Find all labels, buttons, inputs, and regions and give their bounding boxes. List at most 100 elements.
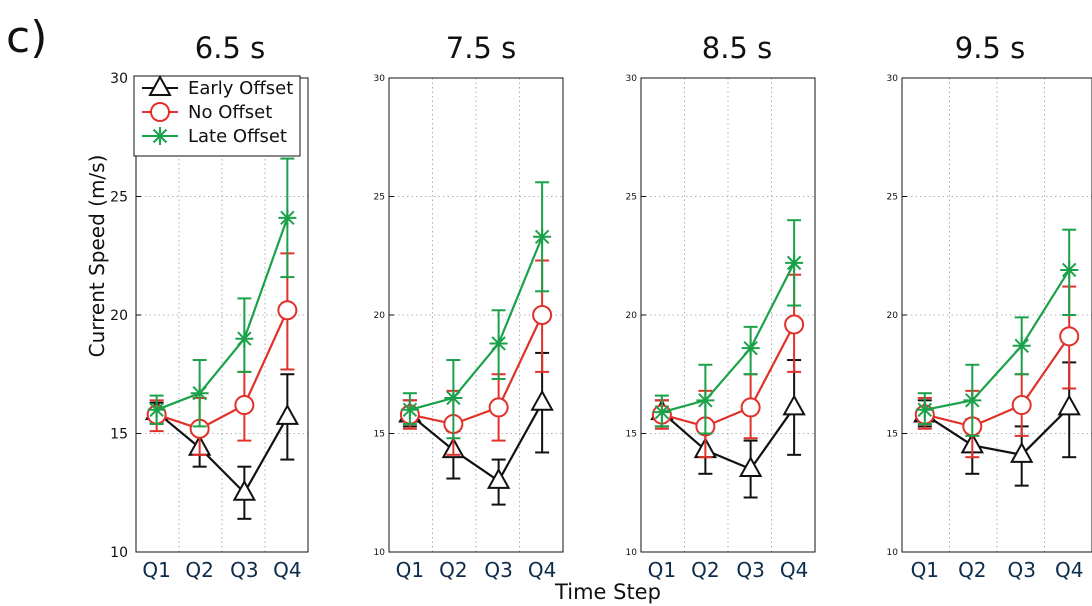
- y-tick-label: 20: [887, 311, 899, 321]
- data-point: [963, 391, 982, 410]
- data-point: [785, 253, 804, 272]
- y-tick-label: 20: [110, 308, 128, 324]
- data-point: [275, 403, 300, 425]
- panel-title: 7.5 s: [446, 31, 516, 65]
- data-point: [1060, 260, 1079, 279]
- y-tick-label: 25: [110, 190, 128, 206]
- data-point: [147, 400, 166, 419]
- series-line: [661, 406, 796, 471]
- series-line: [409, 314, 544, 426]
- data-point: [1057, 394, 1081, 416]
- data-point: [1011, 395, 1032, 416]
- shared-x-axis-label: Time Step: [554, 580, 661, 604]
- y-tick-label: 20: [626, 311, 638, 321]
- y-tick-label: 25: [374, 193, 385, 203]
- series-line: [924, 406, 1070, 457]
- x-tick-label: Q2: [439, 558, 467, 582]
- legend-marker: [148, 74, 172, 96]
- y-tick-label: 30: [626, 74, 638, 84]
- data-point: [488, 397, 509, 418]
- data-point: [741, 339, 760, 358]
- x-tick-label: Q3: [736, 558, 764, 582]
- legend-item: No Offset: [142, 102, 272, 123]
- y-tick-label: 30: [887, 74, 899, 84]
- series-late-offset: [915, 228, 1079, 437]
- legend-item: Late Offset: [142, 126, 287, 147]
- y-tick-label: 25: [626, 193, 637, 203]
- series-line: [661, 262, 796, 414]
- data-point: [234, 395, 255, 416]
- x-tick-label: Q4: [1055, 558, 1083, 582]
- x-tick-label: Q3: [484, 558, 512, 582]
- y-tick-label: 25: [887, 193, 898, 203]
- x-tick-label: Q2: [958, 558, 986, 582]
- x-tick-label: Q3: [1007, 558, 1035, 582]
- chart-panel-3: 8.5 s 10 15 20 25 30 Q1 Q2 Q3 Q4: [626, 31, 816, 582]
- data-point: [486, 467, 511, 489]
- legend-label: Late Offset: [188, 126, 287, 147]
- y-tick-label: 10: [626, 548, 638, 558]
- data-point: [1010, 441, 1034, 463]
- data-point: [400, 400, 419, 419]
- panels: 6.5 s 10 15 20 25 30 Q1 Q2 Q3 Q4 7.5 s 10 15 20 25 30 Q1…: [110, 31, 1092, 582]
- y-tick-label: 10: [374, 548, 386, 558]
- x-tick-label: Q4: [273, 558, 301, 582]
- panel-title: 8.5 s: [702, 31, 772, 65]
- legend-marker: [151, 127, 169, 145]
- data-point: [1012, 336, 1031, 355]
- data-point: [652, 403, 671, 422]
- legend: Early Offset No Offset Late Offset: [133, 74, 301, 157]
- chart-panel-2: 7.5 s 10 15 20 25 30 Q1 Q2 Q3 Q4: [374, 31, 564, 582]
- x-tick-label: Q4: [528, 558, 556, 582]
- data-point: [277, 300, 298, 321]
- series-line: [924, 335, 1071, 428]
- data-point: [532, 305, 553, 325]
- series-line: [156, 309, 289, 430]
- data-point: [530, 389, 554, 411]
- chart-panel-1: 6.5 s 10 15 20 25 30 Q1 Q2 Q3 Q4: [110, 31, 309, 582]
- data-point: [915, 400, 934, 419]
- panel-title: 9.5 s: [955, 31, 1025, 65]
- data-point: [444, 388, 463, 407]
- data-point: [782, 394, 806, 416]
- y-tick-label: 10: [110, 545, 128, 561]
- series-line: [156, 217, 289, 411]
- legend-label: Early Offset: [188, 78, 293, 99]
- y-tick-label: 30: [374, 74, 386, 84]
- y-tick-label: 15: [110, 427, 128, 443]
- y-tick-label: 15: [374, 430, 385, 440]
- series-late-offset: [147, 157, 297, 428]
- data-point: [696, 391, 715, 410]
- data-point: [740, 397, 761, 418]
- x-tick-label: Q1: [142, 558, 170, 582]
- legend-item: Early Offset: [142, 74, 293, 99]
- panel-title: 6.5 s: [195, 31, 265, 65]
- x-tick-label: Q2: [691, 558, 719, 582]
- x-tick-label: Q1: [396, 558, 424, 582]
- series-line: [409, 236, 544, 411]
- chart-panel-4: 9.5 s 10 15 20 25 30 Q1 Q2 Q3 Q4: [887, 31, 1092, 582]
- data-point: [784, 314, 805, 335]
- y-tick-label: 30: [110, 71, 128, 87]
- series-line: [409, 402, 544, 483]
- x-tick-label: Q2: [185, 558, 213, 582]
- x-tick-label: Q1: [648, 558, 676, 582]
- x-tick-label: Q3: [230, 558, 258, 582]
- x-tick-label: Q4: [780, 558, 808, 582]
- x-tick-label: Q1: [911, 558, 939, 582]
- data-point: [235, 329, 254, 348]
- data-point: [190, 384, 209, 403]
- data-point: [489, 334, 508, 353]
- series-late-offset: [652, 219, 804, 435]
- data-point: [232, 479, 257, 501]
- data-point: [533, 227, 552, 246]
- y-tick-label: 20: [374, 311, 386, 321]
- data-point: [278, 208, 297, 227]
- series-line: [155, 411, 289, 495]
- y-tick-label: 15: [887, 430, 898, 440]
- series-late-offset: [400, 181, 552, 440]
- panel-label: c): [6, 12, 47, 63]
- legend-label: No Offset: [188, 102, 272, 123]
- series-line: [924, 269, 1071, 411]
- shared-y-axis-label: Current Speed (m/s): [85, 155, 109, 358]
